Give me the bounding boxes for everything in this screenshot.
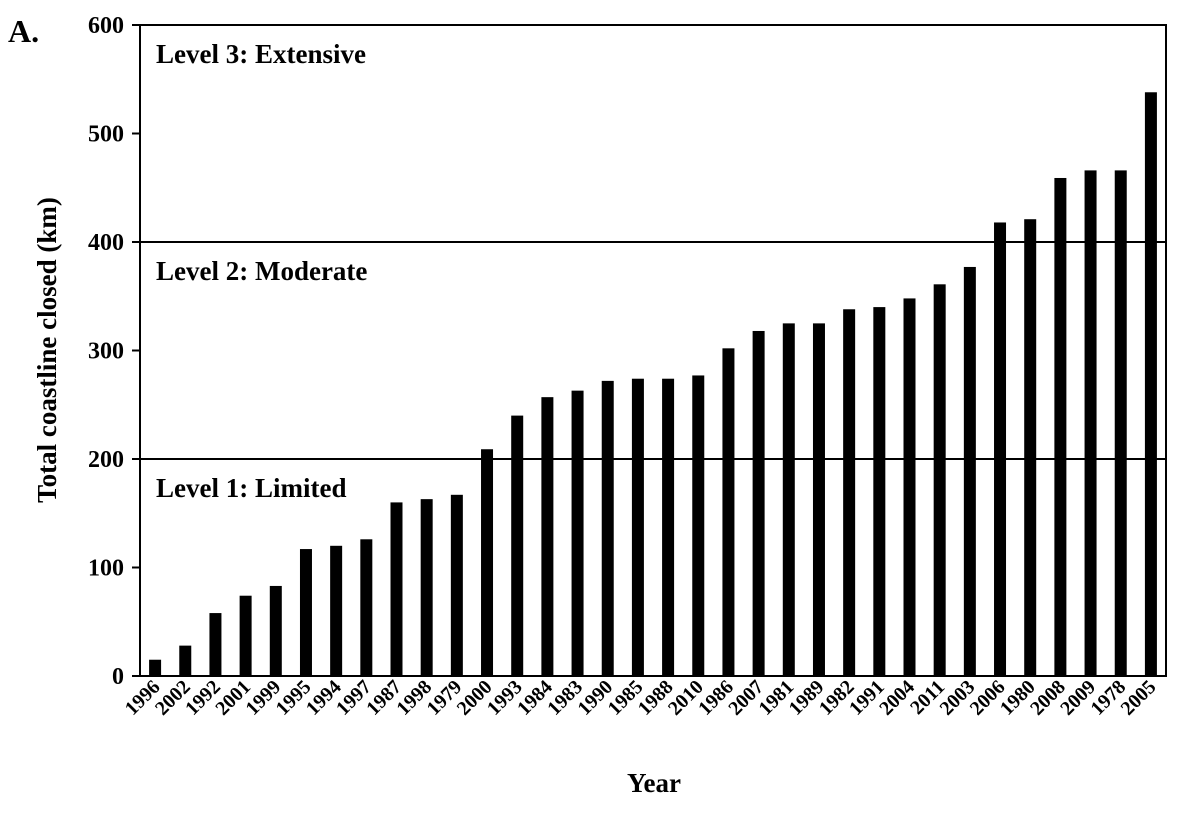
x-axis-title: Year bbox=[627, 768, 681, 798]
bar bbox=[903, 298, 916, 676]
bar bbox=[782, 323, 795, 676]
bar bbox=[1024, 219, 1037, 676]
bar bbox=[933, 284, 946, 676]
bar bbox=[631, 378, 644, 676]
bar bbox=[299, 549, 312, 676]
bar bbox=[812, 323, 825, 676]
bar bbox=[1054, 177, 1067, 677]
bar bbox=[571, 390, 584, 676]
bar bbox=[843, 309, 856, 676]
bar bbox=[994, 222, 1007, 676]
y-tick-label: 600 bbox=[88, 13, 124, 39]
bar bbox=[450, 494, 463, 676]
bar bbox=[601, 380, 614, 676]
y-tick-label: 0 bbox=[112, 664, 124, 690]
threshold-lines: Level 1: Limited Level 2: Moderate Level 3… bbox=[140, 39, 1166, 503]
bars bbox=[149, 92, 1157, 677]
bar bbox=[360, 539, 373, 676]
bar bbox=[541, 397, 554, 676]
bar bbox=[1144, 92, 1157, 676]
bar bbox=[963, 266, 976, 676]
y-tick-label: 200 bbox=[88, 447, 124, 473]
y-tick-label: 500 bbox=[88, 122, 124, 148]
bar bbox=[662, 378, 675, 676]
x-tick-label: 2005 bbox=[1117, 676, 1161, 720]
plot-frame bbox=[139, 24, 1167, 677]
bar bbox=[692, 375, 705, 676]
bar bbox=[1114, 170, 1127, 676]
y-tick-label: 400 bbox=[88, 230, 124, 256]
bar bbox=[511, 415, 524, 676]
y-tick-label: 300 bbox=[88, 339, 124, 365]
bar bbox=[179, 645, 192, 676]
panel-label: A. bbox=[8, 13, 39, 49]
bar bbox=[873, 307, 886, 676]
bar bbox=[481, 449, 494, 676]
bar bbox=[390, 502, 403, 676]
bar bbox=[209, 613, 222, 676]
x-axis-ticks: 1996200219922001199919951994199719871998… bbox=[121, 676, 1161, 720]
y-tick-label: 100 bbox=[88, 556, 124, 582]
bar bbox=[1084, 170, 1097, 676]
bar bbox=[149, 659, 162, 676]
bar bbox=[330, 545, 343, 676]
bar bbox=[722, 348, 735, 676]
level-label: Level 3: Extensive bbox=[156, 39, 366, 69]
y-axis-title: Total coastline closed (km) bbox=[32, 197, 62, 503]
level-label: Level 2: Moderate bbox=[156, 256, 367, 286]
bar bbox=[752, 330, 765, 676]
bar bbox=[420, 499, 433, 676]
bar bbox=[239, 595, 252, 676]
bar bbox=[269, 585, 282, 676]
level-label: Level 1: Limited bbox=[156, 473, 346, 503]
y-axis-ticks: 0 100 200 300 400 500 600 bbox=[88, 13, 140, 690]
